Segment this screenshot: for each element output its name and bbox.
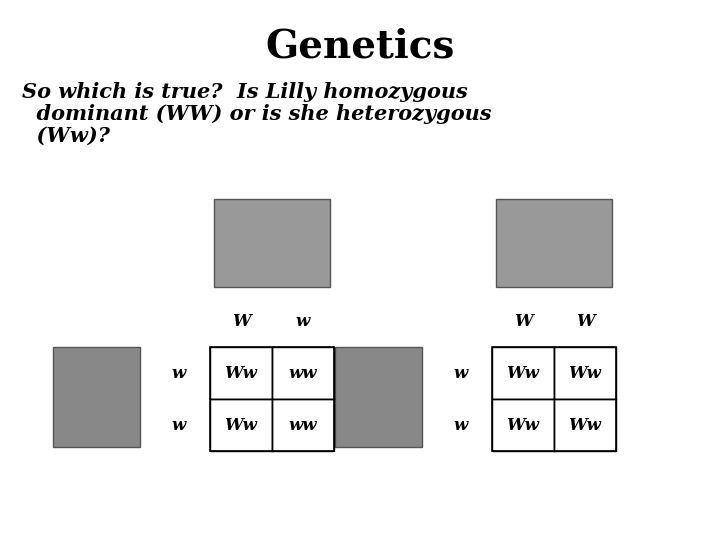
Text: Genetics: Genetics [265,28,455,66]
Text: So which is true?  Is Lilly homozygous: So which is true? Is Lilly homozygous [22,82,468,102]
Bar [492,347,616,451]
Bar [210,347,334,451]
Text: w: w [454,416,468,434]
Text: ww: ww [289,364,318,381]
Text: Ww: Ww [507,416,539,434]
Text: Ww: Ww [569,416,601,434]
Bar [272,399,334,451]
Text: w: w [296,313,310,329]
Text: w: w [172,364,186,381]
Text: dominant (WW) or is she heterozygous: dominant (WW) or is she heterozygous [22,104,492,124]
Text: (Ww)?: (Ww)? [22,126,110,146]
Bar [272,347,334,399]
Bar [210,399,272,451]
Bar [496,199,612,287]
Bar [492,347,554,399]
Bar [554,399,616,451]
Bar [210,347,272,399]
Bar [214,199,330,287]
Text: ww: ww [289,416,318,434]
Text: Ww: Ww [569,364,601,381]
Text: W: W [513,313,532,329]
Text: Ww: Ww [225,416,258,434]
Bar [53,347,140,447]
Text: Ww: Ww [507,364,539,381]
Bar [554,347,616,399]
Text: w: w [454,364,468,381]
Bar [492,399,554,451]
Text: Ww: Ww [225,364,258,381]
Text: w: w [172,416,186,434]
Text: W: W [576,313,594,329]
Text: W: W [232,313,251,329]
Bar [336,347,422,447]
